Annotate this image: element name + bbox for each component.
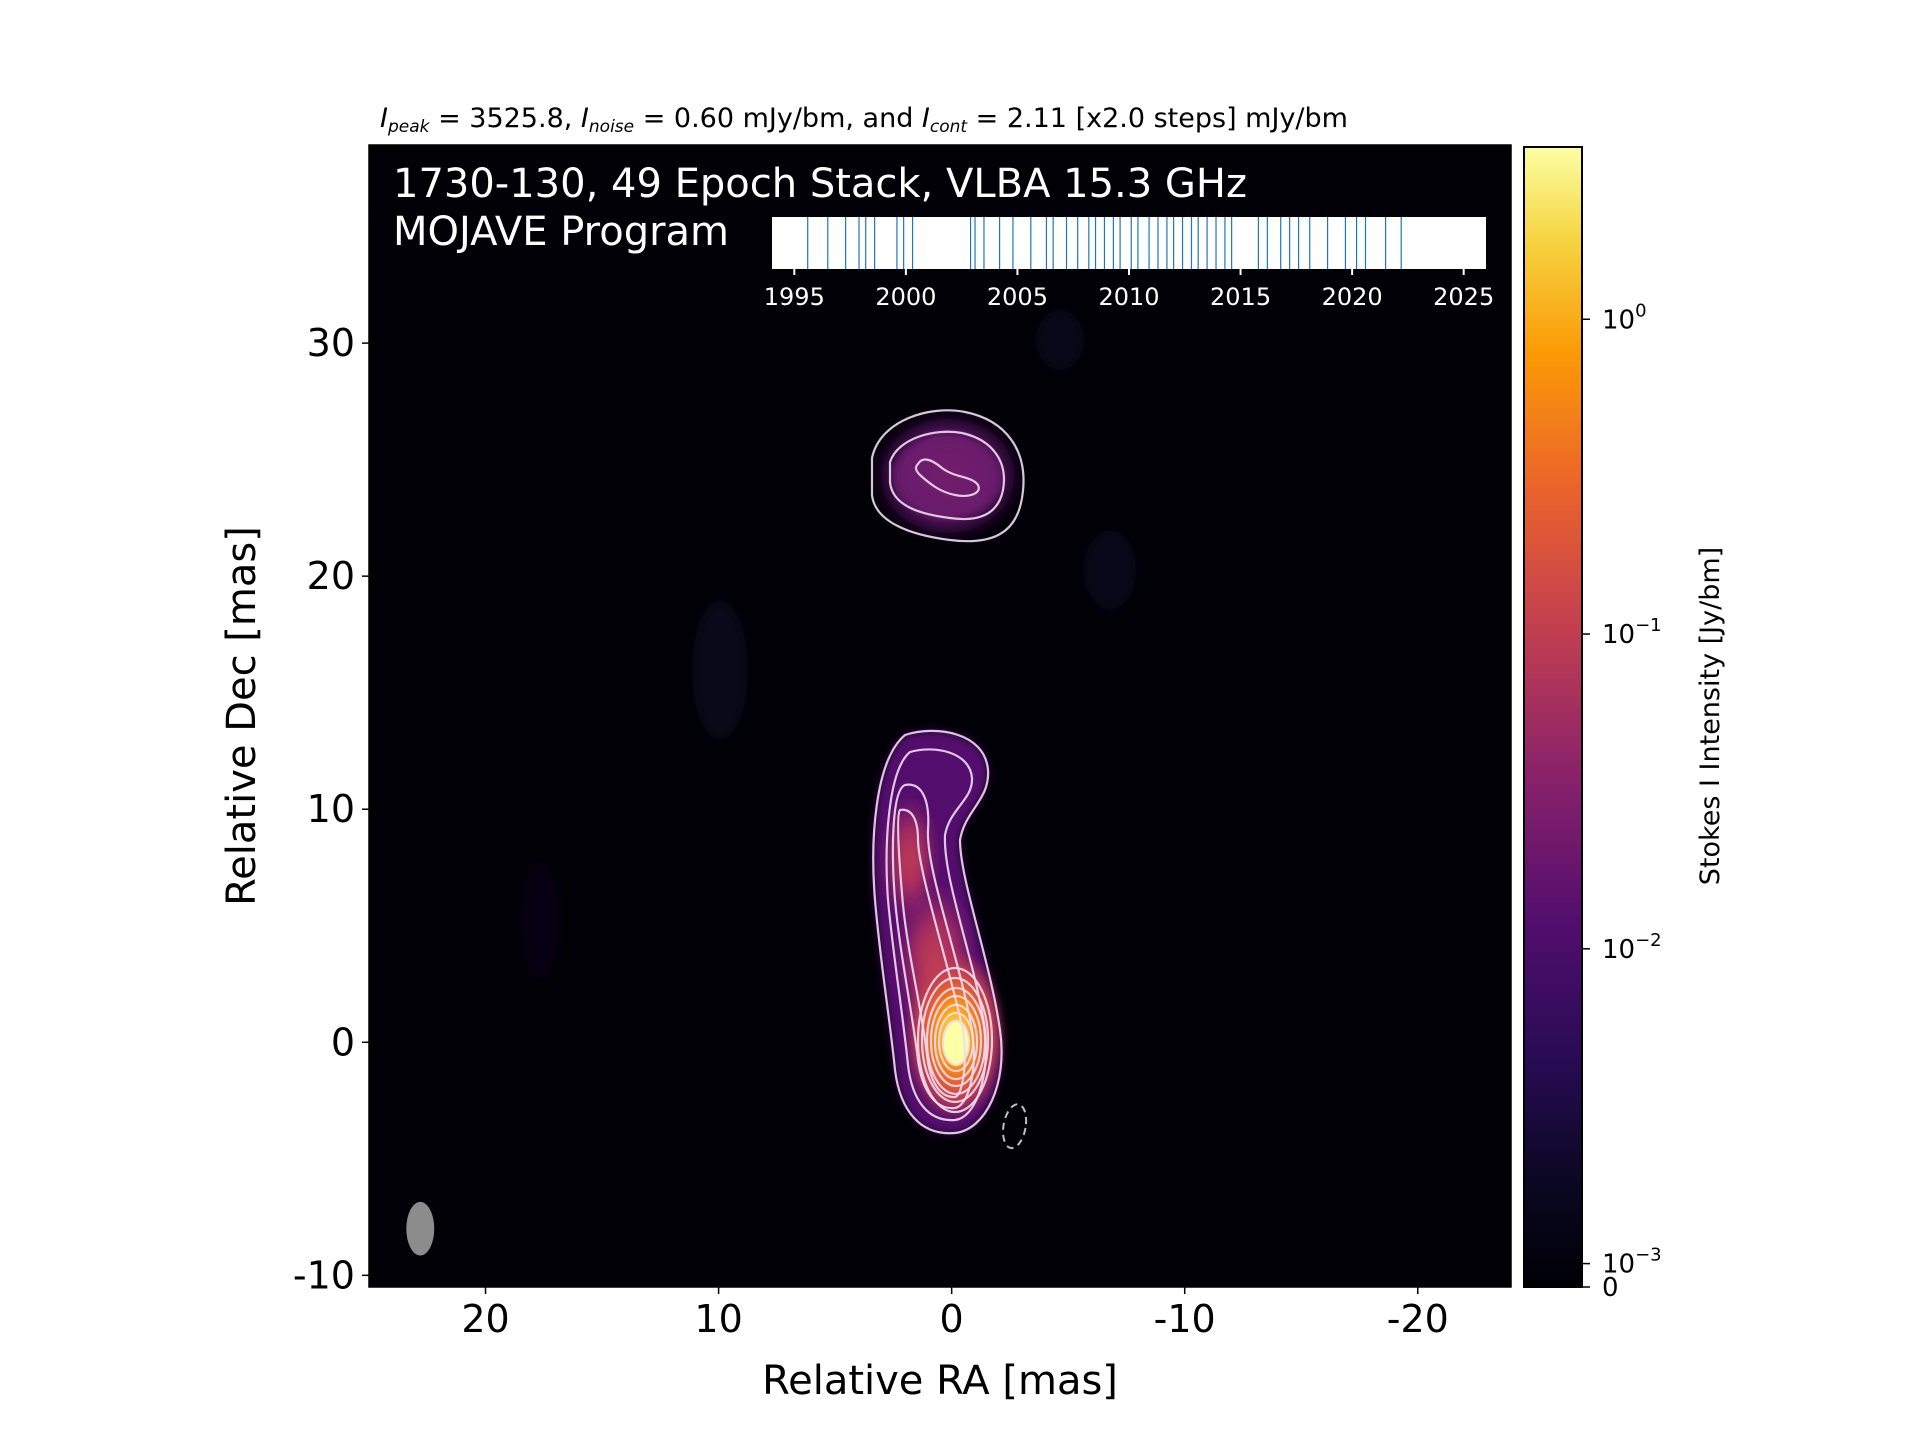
epoch-tick-label: 2005: [987, 283, 1048, 311]
x-axis-label: Relative RA [mas]: [762, 1358, 1118, 1404]
colorbar-tick-label: 10−3: [1602, 1245, 1662, 1280]
epoch-tick-label: 2025: [1433, 283, 1494, 311]
plot-frame: [368, 144, 1512, 1288]
beam-ellipse: [406, 1201, 435, 1256]
epoch-timeline: [772, 217, 1486, 269]
colorbar-ticks: 100 10−1 10−2 10−30: [1582, 300, 1662, 1303]
x-tick-label: 20: [461, 1297, 509, 1341]
colorbar-tick-label: 100: [1602, 300, 1647, 335]
colorbar-tick-label: 0: [1602, 1273, 1619, 1303]
epoch-tick-label: 1995: [764, 283, 825, 311]
y-tick-label: 30: [307, 321, 355, 365]
y-axis: 30 20 10 0 -10: [293, 321, 369, 1297]
x-tick-label: 0: [940, 1297, 964, 1341]
colorbar: [1523, 146, 1583, 1288]
header-text: Ipeak = 3525.8, Inoise = 0.60 mJy/bm, an…: [380, 103, 1348, 137]
y-tick-label: 0: [331, 1020, 355, 1064]
x-tick-label: -20: [1387, 1297, 1449, 1341]
x-tick-label: 10: [694, 1297, 742, 1341]
epoch-tick-label: 2020: [1322, 283, 1383, 311]
colorbar-tick-label: 10−2: [1602, 930, 1662, 965]
y-tick-label: 10: [307, 787, 355, 831]
x-tick-label: -10: [1154, 1297, 1216, 1341]
epoch-tick-label: 2015: [1210, 283, 1271, 311]
colorbar-label: Stokes I Intensity [Jy/bm]: [1695, 547, 1726, 885]
y-tick-label: 20: [307, 554, 355, 598]
plot-title-line2: MOJAVE Program: [393, 209, 729, 255]
y-tick-label: -10: [293, 1253, 355, 1297]
epoch-tick-label: 2000: [875, 283, 936, 311]
colorbar-tick-label: 10−1: [1602, 615, 1662, 650]
y-axis-label: Relative Dec [mas]: [219, 526, 265, 906]
epoch-lines: [807, 217, 1402, 269]
x-axis: 20 10 0 -10 -20: [461, 1287, 1449, 1341]
plot-title-line1: 1730-130, 49 Epoch Stack, VLBA 15.3 GHz: [393, 161, 1247, 207]
epoch-tick-label: 2010: [1098, 283, 1159, 311]
intensity-map: [406, 310, 1136, 1256]
contours: [870, 409, 1025, 1135]
epoch-ticks: 1995 2000 2005 2010 2015 2020 2025: [764, 269, 1494, 311]
